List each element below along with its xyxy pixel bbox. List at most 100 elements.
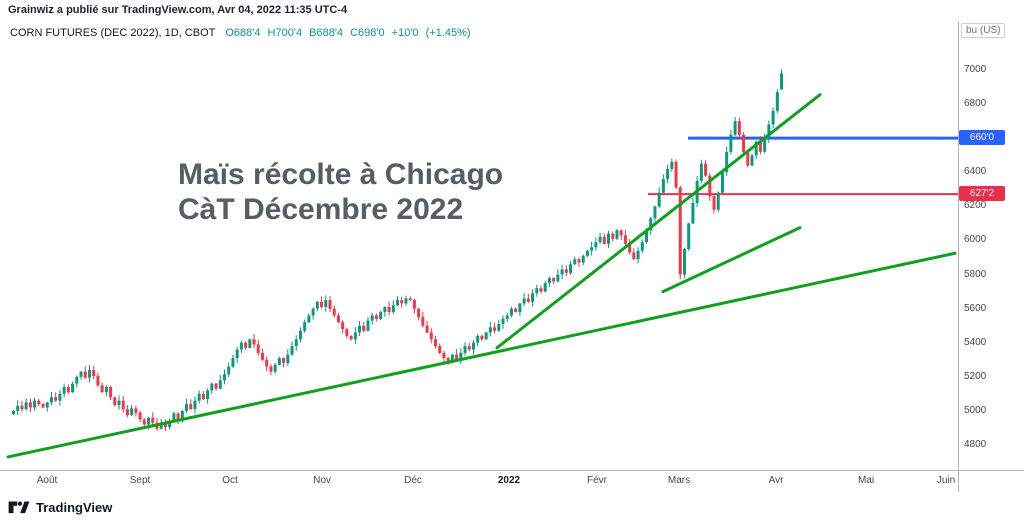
candle-body — [531, 293, 535, 302]
candle-body — [636, 250, 640, 260]
candle-body — [185, 404, 189, 411]
price-tick-label: 6800 — [964, 98, 987, 110]
candle-body — [737, 121, 741, 135]
candle-body — [92, 370, 96, 376]
candle-body — [750, 155, 754, 166]
candle-body — [197, 393, 201, 401]
candle-body — [455, 354, 459, 360]
price-tick-label: 5400 — [964, 336, 987, 348]
candle-body — [117, 400, 121, 405]
candle-body — [269, 366, 273, 372]
candle-body — [552, 277, 556, 282]
candle-body — [391, 305, 395, 313]
candle-body — [543, 283, 547, 292]
tradingview-logo-icon[interactable] — [8, 499, 30, 515]
candle-body — [704, 163, 708, 176]
time-tick-label: Mai — [857, 475, 875, 486]
time-tick-label: Nov — [313, 475, 331, 486]
candle-body — [488, 327, 492, 333]
time-tick-label: Août — [36, 475, 58, 486]
legend-ohlc-values: O688'4 H700'4 B688'4 C698'0 +10'0 (+1.45… — [225, 27, 471, 39]
candle-body — [298, 330, 302, 340]
candle-body — [248, 339, 252, 348]
time-tick-label: Oct — [222, 475, 238, 486]
candle-body — [87, 370, 91, 378]
candle-body — [252, 339, 256, 345]
candle-body — [201, 393, 205, 399]
candle-body — [509, 308, 513, 316]
unit-label: bu (US) — [961, 23, 1006, 38]
candle-body — [417, 308, 421, 318]
candle-body — [720, 172, 724, 193]
chart-legend[interactable]: CORN FUTURES (DEC 2022), 1D, CBOT O688'4 … — [10, 27, 471, 39]
candle-body — [412, 300, 416, 309]
candle-body — [45, 402, 49, 408]
candle-body — [193, 400, 197, 410]
candle-body — [214, 383, 218, 389]
candle-body — [442, 352, 446, 359]
candle-body — [674, 162, 678, 188]
candle-body — [569, 264, 573, 273]
footer: TradingView — [8, 499, 112, 515]
candle-body — [383, 306, 387, 313]
candle-body — [189, 404, 193, 410]
candle-body — [547, 277, 551, 284]
candle-body — [172, 413, 176, 422]
candle-body — [670, 162, 674, 169]
time-axis[interactable]: Août Sept Oct Nov Déc 2022 Févr Mars Avr Mai Juin — [0, 470, 1024, 492]
candle-body — [282, 358, 286, 364]
candle-body — [113, 397, 117, 405]
candle-body — [497, 323, 501, 331]
candle-body — [590, 247, 594, 251]
candle-body — [142, 419, 146, 425]
candle-body — [71, 383, 75, 393]
candle-body — [611, 233, 615, 239]
candle-body — [518, 303, 522, 313]
candle-body — [712, 196, 716, 210]
candle-body — [223, 374, 226, 381]
candle-body — [147, 417, 151, 425]
candle-body — [581, 255, 585, 263]
candle-body — [742, 134, 746, 152]
candle-body — [535, 288, 539, 294]
candle-body — [615, 230, 619, 239]
candle-body — [678, 187, 682, 275]
candle-body — [231, 358, 235, 367]
candle-body — [163, 422, 167, 428]
candle-body — [429, 332, 433, 340]
candle-body — [425, 325, 429, 333]
candle-body — [260, 352, 264, 360]
candle-body — [450, 354, 454, 362]
candle-body — [362, 325, 366, 331]
candle-body — [12, 410, 15, 415]
candle-body — [623, 235, 627, 244]
candle-body — [476, 335, 480, 343]
mid-trendline[interactable] — [661, 226, 802, 294]
candle-body — [699, 163, 703, 181]
candle-body — [653, 206, 657, 219]
candle-body — [514, 308, 518, 313]
candle-body — [265, 359, 269, 367]
candle-body — [434, 339, 437, 347]
candle-body — [387, 306, 391, 313]
candle-body — [28, 402, 32, 408]
tradingview-brand[interactable]: TradingView — [36, 499, 113, 515]
annotation-line-2: CàT Décembre 2022 — [178, 193, 464, 226]
price-axis[interactable]: 7000 6800 6400 6200 6000 5800 5600 5400 5200 5000… — [959, 0, 1024, 470]
candle-body — [290, 346, 294, 355]
candle-body — [585, 250, 589, 256]
candle-body — [96, 375, 100, 386]
candle-body — [657, 192, 661, 207]
time-tick-label: Juin — [936, 475, 956, 486]
candle-body — [716, 192, 720, 210]
candle-body — [336, 315, 340, 323]
long-term-trendline[interactable] — [6, 251, 957, 459]
candle-body — [303, 322, 307, 331]
candle-body — [493, 327, 497, 331]
share-byline: Grainwiz a publié sur TradingView.com, A… — [8, 4, 348, 16]
candle-body — [358, 325, 362, 333]
candle-body — [349, 335, 353, 340]
steep-trendline[interactable] — [495, 93, 822, 350]
candle-body — [66, 387, 70, 393]
